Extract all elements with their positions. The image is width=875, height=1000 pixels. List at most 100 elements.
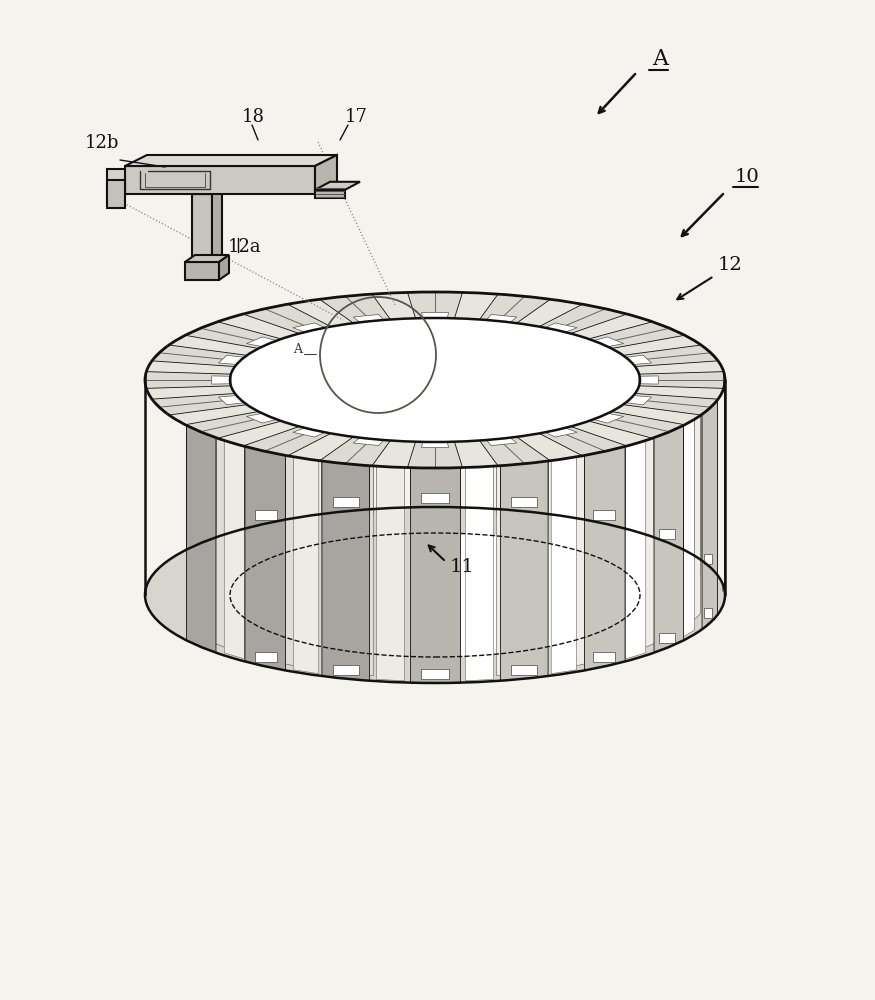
Polygon shape [107, 180, 125, 208]
Text: 18: 18 [242, 108, 265, 126]
Polygon shape [293, 323, 325, 332]
Polygon shape [319, 437, 390, 466]
Polygon shape [315, 182, 360, 190]
Polygon shape [322, 461, 369, 681]
Ellipse shape [230, 318, 640, 442]
Polygon shape [576, 442, 613, 666]
Polygon shape [589, 322, 685, 348]
Polygon shape [686, 399, 701, 627]
Polygon shape [247, 413, 276, 423]
Polygon shape [212, 376, 230, 384]
Polygon shape [422, 669, 449, 679]
Polygon shape [219, 255, 229, 280]
Polygon shape [245, 446, 285, 670]
Polygon shape [584, 446, 625, 670]
Polygon shape [551, 455, 577, 674]
Polygon shape [408, 292, 463, 318]
Polygon shape [152, 345, 247, 367]
Polygon shape [247, 337, 276, 347]
Polygon shape [192, 187, 222, 194]
Polygon shape [408, 442, 463, 468]
Polygon shape [654, 322, 683, 550]
Polygon shape [584, 305, 625, 529]
Polygon shape [186, 412, 282, 438]
Polygon shape [659, 633, 675, 643]
Polygon shape [145, 292, 416, 683]
Polygon shape [487, 314, 517, 322]
Polygon shape [702, 400, 717, 629]
Polygon shape [682, 337, 695, 560]
Polygon shape [293, 428, 325, 437]
Polygon shape [593, 413, 624, 423]
Polygon shape [545, 428, 578, 437]
Polygon shape [410, 468, 460, 683]
Polygon shape [319, 294, 390, 323]
Polygon shape [201, 326, 229, 552]
Polygon shape [329, 456, 374, 676]
Polygon shape [480, 437, 550, 466]
Polygon shape [496, 299, 542, 519]
Polygon shape [640, 326, 668, 552]
Polygon shape [500, 461, 548, 681]
Polygon shape [626, 396, 652, 405]
Polygon shape [410, 292, 460, 507]
Polygon shape [422, 312, 449, 318]
Polygon shape [293, 455, 318, 674]
Polygon shape [640, 376, 658, 384]
Polygon shape [329, 299, 374, 519]
Polygon shape [704, 608, 712, 618]
Polygon shape [704, 554, 712, 564]
Polygon shape [224, 438, 244, 659]
Polygon shape [212, 187, 222, 262]
Polygon shape [539, 304, 627, 334]
Polygon shape [201, 423, 229, 649]
Polygon shape [626, 355, 652, 364]
Polygon shape [333, 497, 360, 507]
Polygon shape [422, 442, 449, 448]
Polygon shape [416, 292, 725, 683]
Polygon shape [487, 438, 517, 446]
Polygon shape [186, 322, 216, 550]
Polygon shape [496, 456, 542, 676]
Text: 12: 12 [718, 256, 743, 274]
Polygon shape [125, 166, 315, 194]
Text: A: A [652, 48, 668, 70]
Polygon shape [713, 362, 718, 586]
Polygon shape [125, 155, 337, 166]
Polygon shape [219, 396, 244, 405]
Polygon shape [333, 665, 360, 675]
Polygon shape [376, 294, 404, 511]
Polygon shape [192, 194, 212, 262]
Polygon shape [466, 294, 493, 511]
Polygon shape [539, 426, 627, 456]
Polygon shape [593, 337, 624, 347]
Polygon shape [354, 314, 383, 322]
Polygon shape [322, 294, 369, 514]
Polygon shape [589, 412, 685, 438]
Polygon shape [592, 510, 614, 520]
Polygon shape [623, 345, 718, 367]
Polygon shape [224, 316, 244, 537]
Text: A: A [293, 343, 302, 356]
Polygon shape [315, 155, 337, 194]
Polygon shape [511, 497, 536, 507]
Polygon shape [243, 426, 331, 456]
Text: 12b: 12b [85, 134, 119, 152]
Polygon shape [315, 190, 345, 198]
Polygon shape [107, 169, 125, 202]
Text: 10: 10 [735, 168, 760, 186]
Polygon shape [626, 438, 646, 659]
Polygon shape [354, 438, 383, 446]
Polygon shape [376, 464, 404, 681]
Polygon shape [256, 442, 294, 666]
Polygon shape [654, 425, 683, 653]
Ellipse shape [145, 292, 725, 468]
Polygon shape [623, 393, 718, 415]
Polygon shape [511, 665, 536, 675]
Polygon shape [480, 294, 550, 323]
Polygon shape [293, 301, 318, 520]
Text: 12a: 12a [228, 238, 262, 256]
Polygon shape [702, 346, 717, 575]
Polygon shape [686, 348, 701, 576]
Polygon shape [626, 316, 646, 537]
